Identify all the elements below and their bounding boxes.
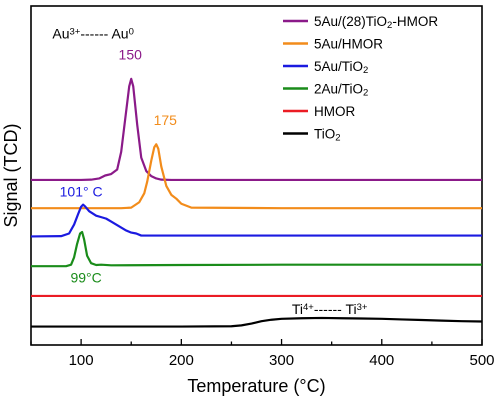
annotation-3: 101° C <box>60 183 103 199</box>
y-axis-title: Signal (TCD) <box>1 123 21 227</box>
series-group <box>30 77 483 328</box>
legend-label-2: 5Au/TiO2 <box>314 59 368 76</box>
series-line-2 <box>30 203 482 238</box>
axis-ticks: 100 200 300 400 500 <box>30 339 495 369</box>
legend-label-1: 5Au/HMOR <box>314 37 383 52</box>
x-axis-title: Temperature (°C) <box>187 376 325 396</box>
series-line-3 <box>31 230 482 268</box>
x-tick-label: 300 <box>269 352 294 369</box>
annotation-4: 99°C <box>70 270 101 286</box>
annotations: Au3+------ Au0 150 175 101° C 99°C Ti4+------… <box>52 26 368 317</box>
legend-label-0: 5Au/(28)TiO2-HMOR <box>314 14 438 31</box>
legend: 5Au/(28)TiO2-HMOR 5Au/HMOR 5Au/TiO2 2Au/TiO… <box>283 14 438 144</box>
x-tick-label: 100 <box>69 352 94 369</box>
annotation-2: 175 <box>154 112 178 128</box>
legend-label-3: 2Au/TiO2 <box>314 82 368 99</box>
x-tick-label: 400 <box>369 352 394 369</box>
annotation-5: Ti4+------ Ti3+ <box>292 301 368 317</box>
legend-label-5: TiO2 <box>314 127 341 144</box>
series-line-0 <box>31 77 482 182</box>
annotation-0: Au3+------ Au0 <box>52 26 133 42</box>
annotation-1: 150 <box>119 47 143 63</box>
plot-frame <box>30 5 483 346</box>
series-line-1 <box>31 143 482 210</box>
legend-label-4: HMOR <box>314 104 355 119</box>
series-line-5 <box>31 316 483 328</box>
x-tick-label: 500 <box>469 352 494 369</box>
x-tick-label: 200 <box>169 352 194 369</box>
